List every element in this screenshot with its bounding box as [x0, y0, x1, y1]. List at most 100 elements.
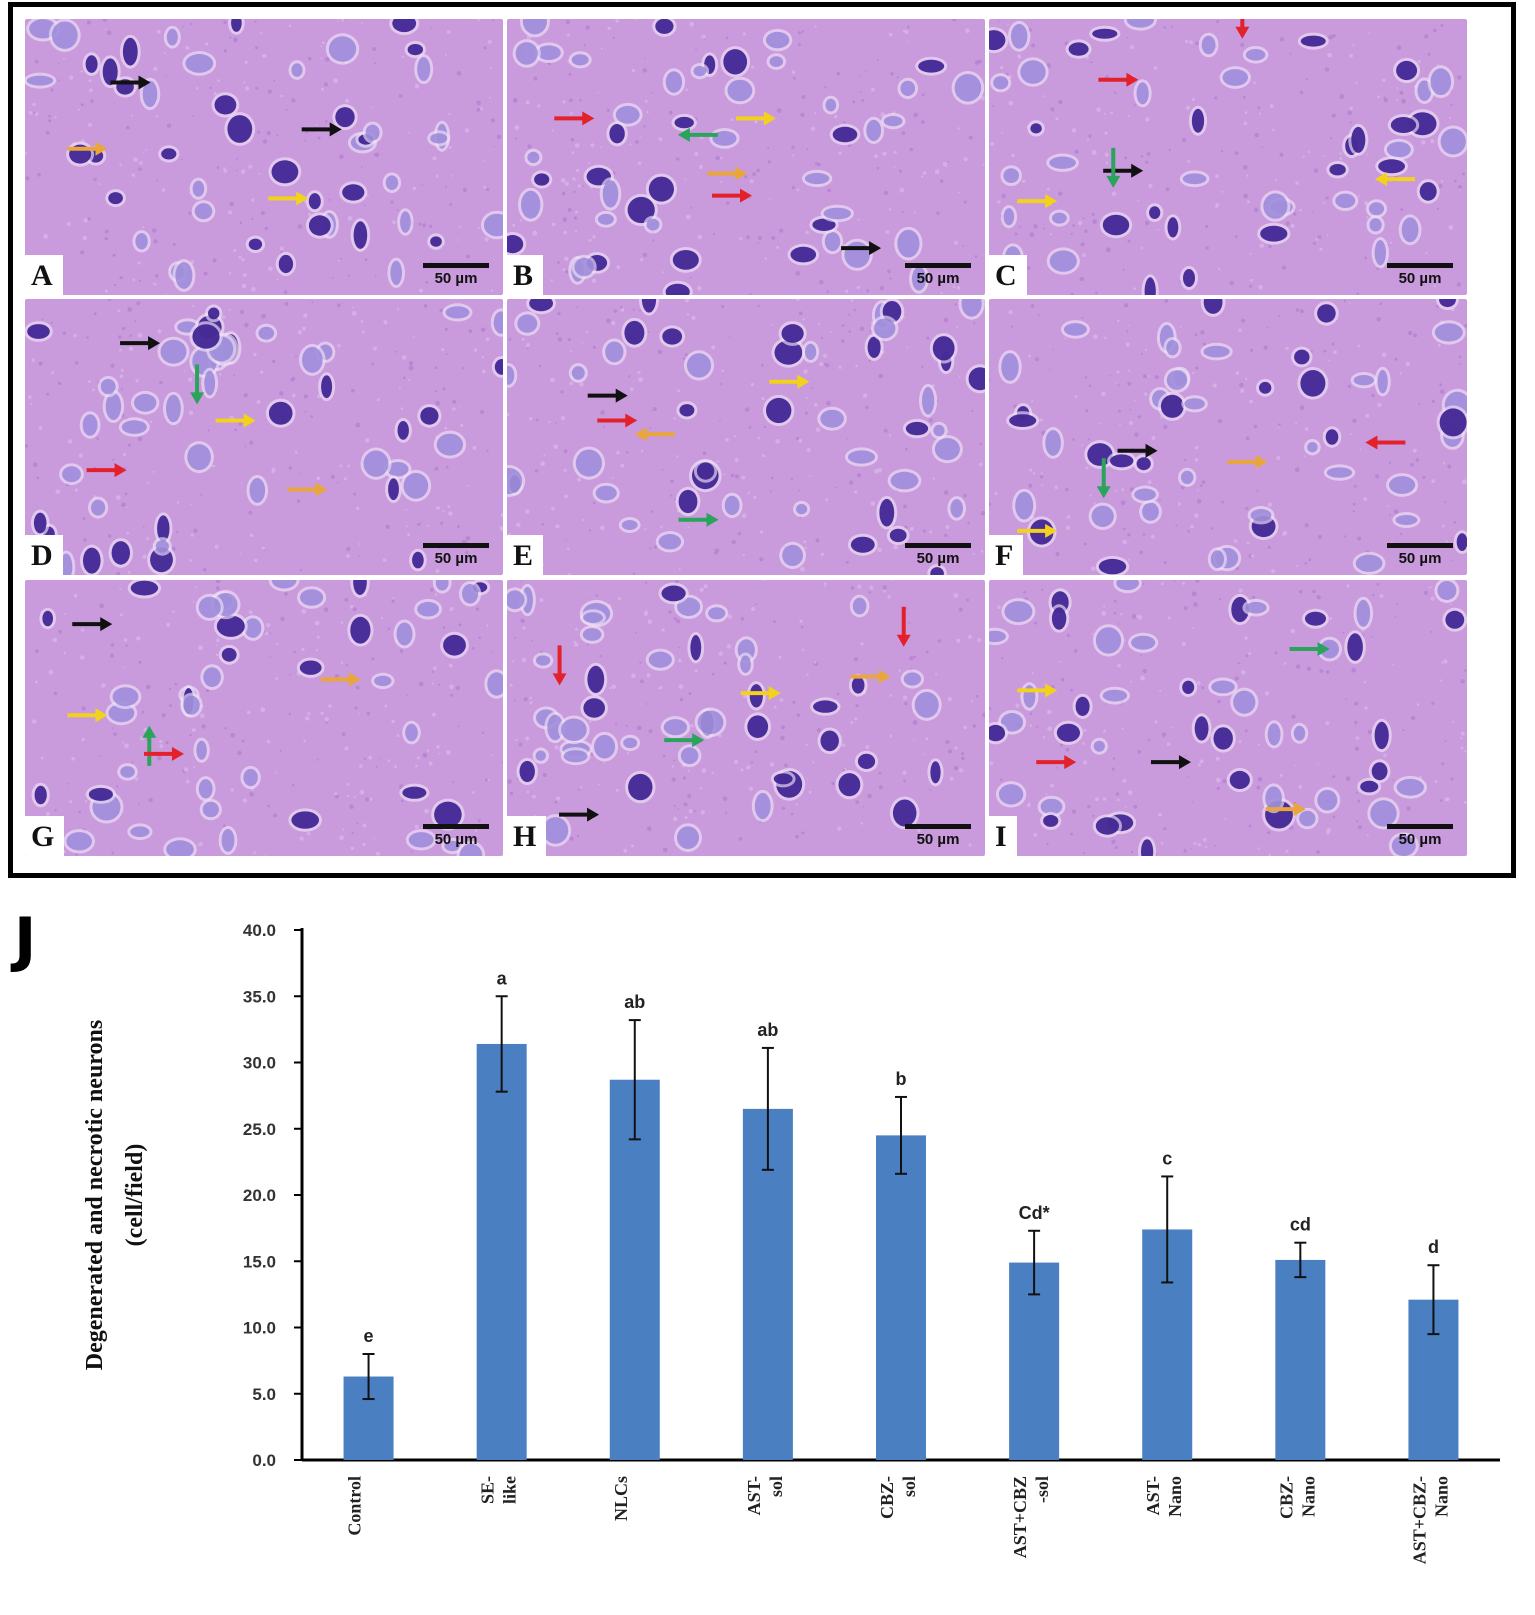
category-label: Nano: [1165, 1476, 1185, 1517]
tissue-image: [507, 299, 985, 575]
black-arrow: [1103, 163, 1144, 178]
panel-letter: I: [989, 816, 1017, 856]
micrograph-panel-f: F 50 µm: [989, 299, 1467, 575]
scale-bar-line: [905, 824, 971, 829]
black-arrow: [1117, 443, 1158, 458]
red-arrow: [1098, 72, 1139, 87]
scale-bar: 50 µm: [905, 263, 971, 287]
scale-bar-line: [1387, 543, 1453, 548]
scale-bar-line: [1387, 263, 1453, 268]
y-tick-label: 5.0: [252, 1385, 276, 1404]
panel-letter: B: [507, 255, 544, 295]
red-arrow: [86, 463, 127, 478]
y-tick-label: 15.0: [243, 1252, 276, 1271]
tissue-image: [989, 580, 1467, 856]
category-label: CBZ-: [1276, 1476, 1296, 1519]
scale-bar-line: [905, 543, 971, 548]
y-axis-ticks: 0.0 5.0 10.0 15.0 20.0 25.0 30.0 35.0 40.0: [243, 921, 302, 1470]
red-arrow: [1365, 435, 1406, 450]
red-arrow: [552, 645, 567, 686]
significance-letter: a: [497, 968, 508, 988]
micrograph-grid: A 50 µm B 50 µm C 50 µm D 50 µm E 50 µm F 50 µm G 50 …: [8, 2, 1516, 878]
y-tick-label: 0.0: [252, 1451, 276, 1470]
yellow-arrow: [769, 374, 810, 389]
scale-bar-label: 50 µm: [1398, 270, 1442, 287]
orange-arrow: [320, 672, 361, 687]
significance-letter: e: [364, 1326, 374, 1346]
green-arrow: [678, 512, 719, 527]
scale-bar-label: 50 µm: [1398, 550, 1442, 567]
orange-arrow: [850, 669, 891, 684]
scale-bar: 50 µm: [1387, 543, 1453, 567]
green-arrow: [664, 733, 705, 748]
scale-bar-label: 50 µm: [916, 270, 960, 287]
panel-letter: H: [507, 816, 547, 856]
micrograph-panel-h: H 50 µm: [507, 580, 985, 856]
category-label: AST+CBZ: [1010, 1476, 1030, 1558]
micrograph-panel-e: E 50 µm: [507, 299, 985, 575]
category-label: AST-: [744, 1476, 764, 1515]
category-labels: Control SE-like NLCs AST-sol CBZ-sol AST+CBZ -…: [345, 1476, 1452, 1564]
significance-letters: e a ab ab b Cd* c cd d: [364, 968, 1439, 1346]
micrograph-panel-b: B 50 µm: [507, 19, 985, 295]
micrograph-panel-c: C 50 µm: [989, 19, 1467, 295]
scale-bar-line: [905, 263, 971, 268]
scale-bar: 50 µm: [423, 263, 489, 287]
tissue-image: [989, 299, 1467, 575]
yellow-arrow: [740, 686, 781, 701]
micrograph-panel-d: D 50 µm: [25, 299, 503, 575]
panel-letter: D: [25, 535, 63, 575]
bar: [1275, 1259, 1326, 1460]
red-arrow: [1235, 19, 1250, 39]
green-arrow: [1106, 147, 1121, 188]
scale-bar-line: [423, 263, 489, 268]
y-tick-label: 40.0: [243, 921, 276, 940]
red-arrow: [896, 606, 911, 647]
scale-bar-label: 50 µm: [916, 831, 960, 848]
scale-bar-label: 50 µm: [434, 831, 478, 848]
category-label: Control: [345, 1476, 365, 1536]
yellow-arrow: [1017, 194, 1058, 209]
scale-bar: 50 µm: [905, 543, 971, 567]
significance-letter: d: [1428, 1237, 1439, 1257]
green-arrow: [142, 725, 157, 766]
orange-arrow: [1227, 454, 1268, 469]
bars: [343, 1043, 1459, 1460]
panel-letter: E: [507, 535, 544, 575]
scale-bar: 50 µm: [905, 824, 971, 848]
category-label: AST+CBZ-: [1409, 1476, 1429, 1564]
y-axis-label-line: Degenerated and necrotic neurons: [82, 1020, 108, 1370]
red-arrow: [554, 111, 595, 126]
bar: [876, 1135, 926, 1460]
yellow-arrow: [1017, 683, 1058, 698]
category-label: CBZ-: [877, 1476, 897, 1519]
black-arrow: [301, 122, 342, 137]
category-label: SE-: [478, 1476, 498, 1504]
category-label: AST-: [1143, 1476, 1163, 1515]
scale-bar: 50 µm: [423, 543, 489, 567]
orange-arrow: [1265, 802, 1306, 817]
red-arrow: [1036, 755, 1077, 770]
yellow-arrow: [1017, 523, 1058, 538]
scale-bar: 50 µm: [1387, 263, 1453, 287]
category-label: Nano: [1431, 1476, 1451, 1517]
black-arrow: [72, 617, 113, 632]
black-arrow: [120, 336, 161, 351]
scale-bar: 50 µm: [423, 824, 489, 848]
micrograph-panel-g: G 50 µm: [25, 580, 503, 856]
y-tick-label: 25.0: [243, 1120, 276, 1139]
black-arrow: [1150, 755, 1191, 770]
green-arrow: [190, 364, 205, 405]
scale-bar-label: 50 µm: [434, 270, 478, 287]
orange-arrow: [67, 141, 108, 156]
panel-letter: F: [989, 535, 1024, 575]
micrograph-panel-i: I 50 µm: [989, 580, 1467, 856]
scale-bar-label: 50 µm: [916, 550, 960, 567]
yellow-arrow: [1374, 172, 1415, 187]
significance-letter: cd: [1290, 1215, 1311, 1235]
tissue-image: [25, 19, 503, 295]
y-axis-label: Degenerated and necrotic neurons (cell/fi…: [82, 1020, 148, 1370]
category-label: like: [500, 1476, 520, 1504]
red-arrow: [143, 746, 184, 761]
y-tick-label: 30.0: [243, 1054, 276, 1073]
